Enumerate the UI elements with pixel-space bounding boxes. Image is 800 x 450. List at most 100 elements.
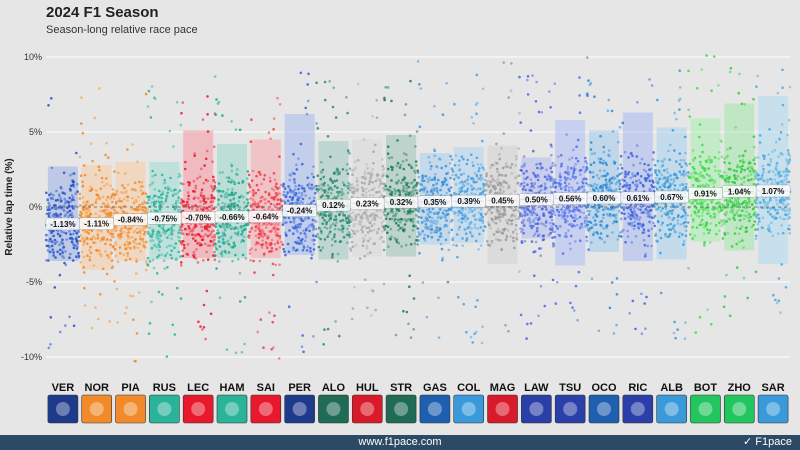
lap-point [202,259,205,262]
lap-point [651,158,655,161]
lap-point [71,237,74,241]
lap-point [543,304,547,308]
lap-point [96,232,99,236]
lap-point [514,217,518,221]
lap-point [278,237,282,240]
lap-point [630,241,634,244]
lap-point [417,230,420,234]
lap-point [301,197,305,201]
lap-point [354,166,358,170]
lap-point [470,153,473,156]
lap-point [274,263,278,267]
lap-point [106,254,109,257]
lap-point [430,224,434,227]
lap-point [417,234,421,237]
lap-point [118,197,121,200]
lap-point [576,181,579,185]
lap-point [255,203,259,206]
lap-point [495,238,498,241]
lap-point [475,330,478,334]
lap-point [76,190,79,193]
lap-point [75,232,79,235]
lap-point [510,214,514,217]
lap-point [175,200,178,203]
lap-point [520,207,524,210]
lap-point [363,278,367,282]
lap-point [516,182,519,185]
lap-point [521,228,524,231]
lap-point [295,163,298,166]
lap-point [633,224,636,227]
lap-point [212,254,215,257]
lap-point [394,221,398,225]
lap-point [466,178,469,181]
lap-point [346,241,349,244]
lap-point [244,223,248,227]
lap-point [464,207,468,211]
lap-point [323,181,326,185]
lap-point [671,182,674,185]
lap-point [308,223,312,227]
lap-point [351,211,355,214]
lap-point [88,258,92,262]
lap-point [109,232,113,235]
lap-point [646,244,649,248]
lap-point [648,168,651,172]
lap-point [522,172,526,175]
lap-point [649,208,653,212]
lap-point [193,152,196,155]
lap-point [188,183,191,187]
lap-point [458,190,462,193]
lap-point [273,223,277,227]
lap-point [550,212,554,216]
lap-point [201,235,205,238]
lap-point [267,242,270,246]
points-oco [585,56,623,335]
lap-point [383,228,387,232]
lap-point [199,200,202,203]
lap-point [684,217,688,220]
lap-point [358,221,361,225]
lap-point [248,230,252,234]
lap-point [56,250,59,254]
lap-point [63,197,66,201]
lap-point [639,216,642,219]
lap-point [248,234,251,237]
lap-point [250,118,253,121]
lap-point [424,216,428,219]
lap-point [181,249,184,252]
lap-point [293,172,296,175]
lap-point [639,208,642,212]
lap-point [589,148,593,151]
lap-point [268,176,272,180]
lap-point [447,208,451,212]
lap-point [630,210,633,214]
lap-point [654,171,657,175]
lap-point [405,182,409,186]
lap-point [280,199,283,203]
lap-point [423,239,427,242]
lap-point [271,262,275,266]
lap-point [75,255,78,258]
lap-point [570,156,574,160]
lap-point [53,238,57,242]
lap-point [577,209,581,212]
lap-point [404,243,408,247]
lap-point [100,180,104,184]
lap-point [646,211,649,215]
lap-point [171,323,175,327]
lap-point [631,224,634,227]
lap-point [671,209,674,212]
lap-point [99,254,103,258]
lap-point [205,250,208,254]
lap-point [427,155,431,159]
lap-point [323,218,326,222]
lap-point [466,217,470,220]
lap-point [475,174,479,178]
lap-point [249,259,252,262]
lap-point [669,174,672,177]
lap-point [58,248,62,252]
lap-point [263,232,267,236]
lap-point [605,188,609,191]
lap-point [299,195,302,199]
